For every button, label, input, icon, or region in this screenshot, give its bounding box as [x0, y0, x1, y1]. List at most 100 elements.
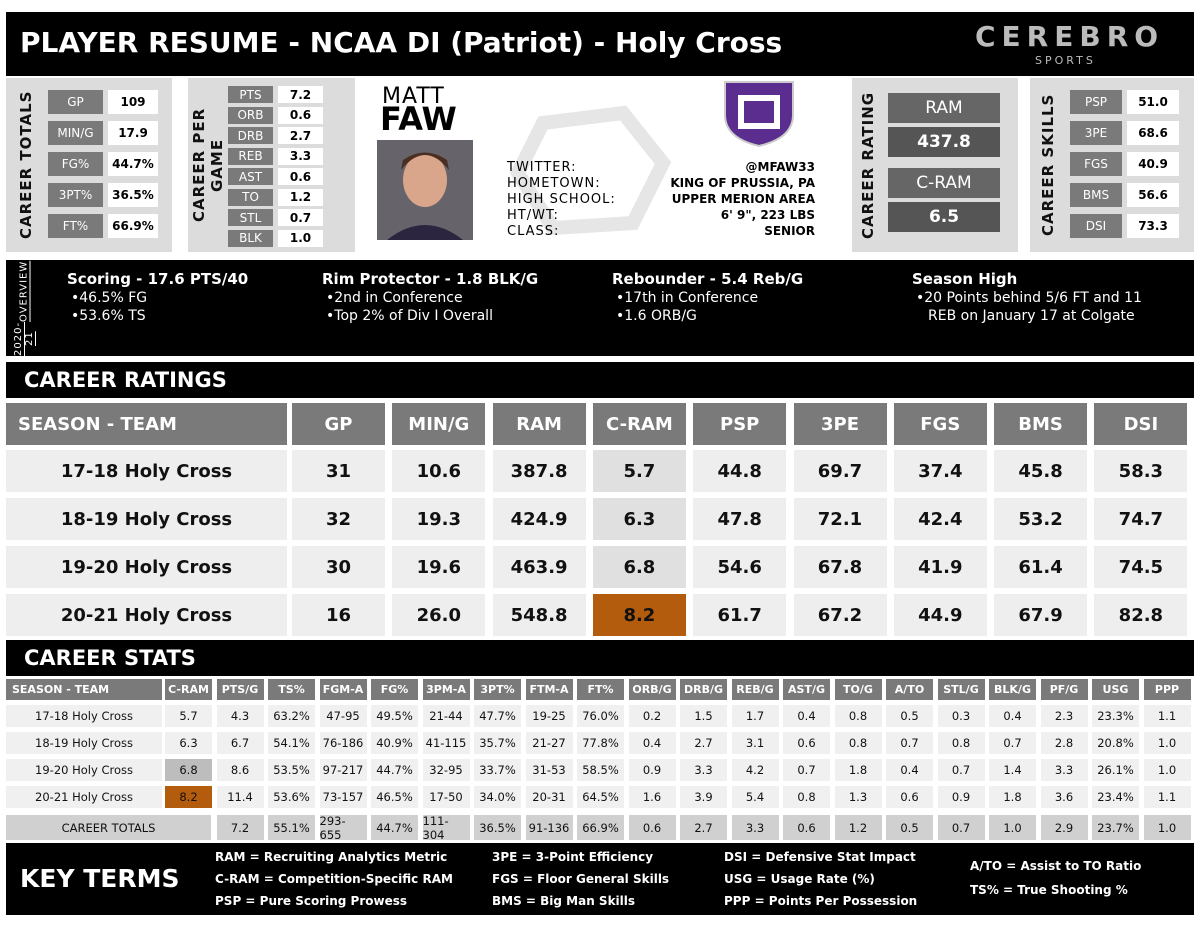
- overview-bullet: 2nd in Conference: [326, 289, 596, 307]
- stats-header: 3PM-A: [422, 679, 470, 700]
- stat-cell: 3.9: [680, 786, 727, 808]
- stat-cell: 1.1: [1143, 786, 1191, 808]
- rating-cell: 424.9: [492, 498, 586, 540]
- rating-cell: 67.2: [793, 594, 887, 636]
- rating-cell: 61.4: [994, 546, 1088, 588]
- stat-label: PSP: [1070, 90, 1122, 114]
- totals-cell: 7.2: [216, 815, 264, 840]
- stat-cell: 0.8: [937, 732, 985, 754]
- stat-cell: 77.8%: [577, 732, 624, 754]
- totals-cell: 2.9: [1040, 815, 1088, 840]
- stat-cell: 3.3: [680, 759, 727, 781]
- season-team: 20-21 Holy Cross: [6, 594, 287, 636]
- key-term: RAM = Recruiting Analytics Metric: [215, 850, 448, 864]
- info-label: HT/WT:: [507, 208, 559, 223]
- section-title: CAREER RATINGS: [24, 368, 227, 392]
- stat-value: 73.3: [1127, 214, 1179, 238]
- stats-header: FGM-A: [319, 679, 367, 700]
- stats-header: FTM-A: [525, 679, 573, 700]
- photo-art: [377, 140, 473, 240]
- rating-cell: 30: [292, 546, 385, 588]
- stats-header: FT%: [577, 679, 624, 700]
- rating-cell: 74.7: [1094, 498, 1188, 540]
- key-term: FGS = Floor General Skills: [492, 872, 670, 886]
- stat-value: 44.7%: [108, 152, 158, 176]
- ratings-header: 3PE: [793, 403, 887, 445]
- stat-cell: 8.2: [165, 786, 212, 808]
- stat-cell: 34.0%: [474, 786, 521, 808]
- stats-header: AST/G: [783, 679, 830, 700]
- stats-header: ORB/G: [628, 679, 676, 700]
- totals-cell: 2.7: [680, 815, 727, 840]
- rating-cell: 67.8: [793, 546, 887, 588]
- stat-label: FG%: [48, 152, 103, 176]
- rating-cell: 463.9: [492, 546, 586, 588]
- rating-cell: 58.3: [1094, 450, 1188, 492]
- logo-sub: SPORTS: [1035, 54, 1096, 67]
- stat-cell: 1.8: [989, 786, 1036, 808]
- stat-cell: 17-50: [422, 786, 470, 808]
- stats-header: SEASON - TEAM: [6, 679, 162, 700]
- overview-title: Rim Protector - 1.8 BLK/G: [322, 270, 539, 288]
- rating-cell: 32: [292, 498, 385, 540]
- stat-value: 0.6: [278, 106, 323, 124]
- rating-value: 437.8: [888, 127, 1000, 157]
- stats-header: REB/G: [731, 679, 779, 700]
- overview-bullet: 17th in Conference: [616, 289, 886, 307]
- stat-cell: 5.7: [165, 705, 212, 727]
- stat-cell: 0.6: [886, 786, 933, 808]
- rating-cell: 42.4: [893, 498, 987, 540]
- overview-bullet: 20 Points behind 5/6 FT and 11 REB on Ja…: [916, 289, 1166, 325]
- stat-cell: 0.9: [937, 786, 985, 808]
- rating-cell: 74.5: [1094, 546, 1188, 588]
- stat-cell: 1.3: [834, 786, 882, 808]
- ratings-header: BMS: [994, 403, 1088, 445]
- ratings-header: DSI: [1094, 403, 1188, 445]
- section-bar: [6, 640, 1194, 676]
- stat-cell: 97-217: [319, 759, 367, 781]
- overview-bullet: Top 2% of Div I Overall: [326, 307, 596, 325]
- stat-label: BLK: [228, 229, 273, 247]
- stat-cell: 76.0%: [577, 705, 624, 727]
- rating-cell: 548.8: [492, 594, 586, 636]
- rating-cell: 6.3: [592, 498, 686, 540]
- stat-cell: 0.7: [886, 732, 933, 754]
- info-value: SENIOR: [764, 224, 815, 238]
- rating-cell: 8.2: [592, 594, 686, 636]
- rating-cell: 54.6: [693, 546, 787, 588]
- ratings-header: RAM: [492, 403, 586, 445]
- key-term: PSP = Pure Scoring Prowess: [215, 894, 408, 908]
- totals-cell: 36.5%: [474, 815, 521, 840]
- stat-label: DRB: [228, 127, 273, 144]
- rating-cell: 19.3: [392, 498, 486, 540]
- stat-value: 1.0: [278, 229, 323, 247]
- stat-cell: 63.2%: [268, 705, 315, 727]
- stat-cell: 5.4: [731, 786, 779, 808]
- stat-cell: 40.9%: [371, 732, 418, 754]
- rating-cell: 47.8: [693, 498, 787, 540]
- totals-cell: 44.7%: [371, 815, 418, 840]
- stat-value: 0.7: [278, 209, 323, 226]
- season-team: 17-18 Holy Cross: [6, 450, 287, 492]
- overview-bullet: 53.6% TS: [71, 307, 341, 325]
- key-term: 3PE = 3-Point Efficiency: [492, 850, 654, 864]
- key-terms-box: [6, 843, 1194, 915]
- stat-cell: 46.5%: [371, 786, 418, 808]
- stat-label: 3PE: [1070, 121, 1122, 145]
- stat-cell: 53.5%: [268, 759, 315, 781]
- season-team: 17-18 Holy Cross: [6, 705, 162, 727]
- stat-cell: 1.8: [834, 759, 882, 781]
- overview-title: Scoring - 17.6 PTS/40: [67, 270, 249, 288]
- totals-cell: 1.2: [834, 815, 882, 840]
- stat-cell: 1.1: [1143, 705, 1191, 727]
- stat-cell: 0.6: [783, 732, 830, 754]
- rating-cell: 10.6: [392, 450, 486, 492]
- season-team: 18-19 Holy Cross: [6, 732, 162, 754]
- stat-cell: 1.7: [731, 705, 779, 727]
- panel-label: CAREER PER GAME: [190, 107, 226, 223]
- stats-header: BLK/G: [989, 679, 1036, 700]
- totals-cell: 0.5: [886, 815, 933, 840]
- info-value: @MFAW33: [745, 160, 815, 174]
- panel-label: CAREER SKILLS: [1039, 93, 1057, 237]
- stat-label: 3PT%: [48, 183, 103, 207]
